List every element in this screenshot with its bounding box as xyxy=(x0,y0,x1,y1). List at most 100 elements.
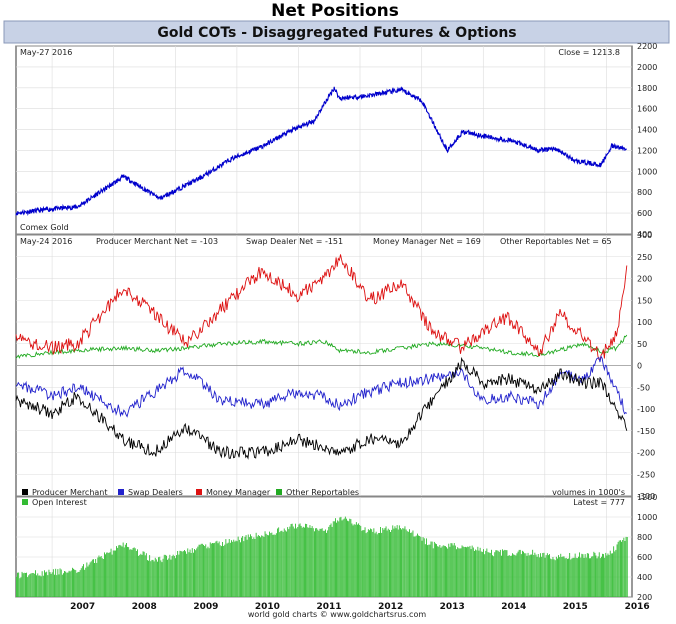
oi-bar xyxy=(493,556,495,597)
oi-bar xyxy=(268,535,269,597)
oi-bar xyxy=(199,544,201,597)
oi-bar xyxy=(142,551,144,597)
oi-bar xyxy=(309,525,311,597)
oi-bar xyxy=(195,550,197,597)
oi-bar xyxy=(124,544,126,597)
oi-bar xyxy=(314,531,315,597)
oi-bar xyxy=(186,553,188,597)
oi-bar xyxy=(55,568,57,597)
oi-bar xyxy=(424,544,426,597)
oi-bar xyxy=(38,575,40,597)
oi-bar xyxy=(290,524,292,597)
y-tick-label: 400 xyxy=(637,573,652,582)
oi-bar xyxy=(389,529,390,597)
swap-net-label: Swap Dealer Net = -151 xyxy=(246,237,343,246)
oi-bar xyxy=(505,550,507,597)
oi-bar xyxy=(525,553,527,597)
oi-bar xyxy=(64,571,65,597)
oi-bar xyxy=(369,530,370,597)
oi-bar xyxy=(44,570,45,597)
oi-bar xyxy=(576,558,578,597)
oi-bar xyxy=(130,549,132,597)
oi-bar xyxy=(57,569,59,597)
y-tick-label: -50 xyxy=(637,383,650,392)
oi-bar xyxy=(536,556,538,597)
oi-bar xyxy=(415,535,417,597)
oi-bar xyxy=(374,533,376,597)
oi-bar xyxy=(438,546,440,597)
oi-bar xyxy=(409,529,410,597)
oi-bar xyxy=(586,553,588,597)
oi-bar xyxy=(557,558,558,597)
oi-bar xyxy=(301,527,303,597)
oi-bar xyxy=(596,558,598,597)
money-manager-line xyxy=(15,254,628,361)
oi-bar xyxy=(405,529,407,597)
oi-bar xyxy=(139,554,141,597)
oi-bar xyxy=(251,536,253,597)
oi-bar xyxy=(227,542,229,597)
oi-bar xyxy=(617,541,619,597)
oi-bar xyxy=(555,556,557,597)
oi-bar xyxy=(161,562,163,597)
oi-bar xyxy=(296,528,298,597)
oi-bar xyxy=(506,550,508,597)
oi-bar xyxy=(241,537,242,597)
y-tick-label: 250 xyxy=(637,253,652,262)
oi-bar xyxy=(264,531,266,597)
oi-bar xyxy=(351,523,353,597)
oi-bar xyxy=(81,566,83,597)
oi-bar xyxy=(478,550,480,597)
oi-bar xyxy=(216,540,218,597)
oi-bar xyxy=(417,533,418,597)
oi-bar xyxy=(91,559,93,597)
legend-swatch-other xyxy=(276,489,282,495)
oi-bar xyxy=(83,564,84,597)
y-tick-label: 200 xyxy=(637,275,652,284)
oi-bar xyxy=(187,548,189,597)
oi-bar xyxy=(298,524,300,597)
oi-bar xyxy=(458,548,460,597)
oi-bar xyxy=(485,550,487,597)
oi-bar xyxy=(588,553,589,597)
oi-bar xyxy=(151,559,153,597)
oi-bar xyxy=(300,525,302,597)
oi-bar xyxy=(167,559,168,597)
oi-bar xyxy=(246,539,248,597)
oi-bar xyxy=(593,551,595,597)
oi-bar xyxy=(197,546,199,597)
oi-bar xyxy=(217,543,219,597)
oi-bar xyxy=(205,544,207,597)
oi-bar xyxy=(295,523,296,597)
oi-bar xyxy=(375,531,377,597)
oi-bar xyxy=(160,560,162,597)
oi-bar xyxy=(20,577,22,597)
oi-bar xyxy=(435,543,436,597)
oi-bar xyxy=(581,553,583,597)
y-tick-label: 200 xyxy=(637,593,652,602)
oi-bar xyxy=(541,556,543,597)
oi-bar xyxy=(354,524,356,597)
oi-bar xyxy=(573,557,575,597)
oi-bar xyxy=(178,554,180,597)
oi-bar xyxy=(590,558,591,597)
oi-bar xyxy=(495,550,497,597)
oi-bar xyxy=(102,559,104,597)
oi-bar xyxy=(247,534,249,597)
oi-bar xyxy=(503,550,505,597)
oi-bar xyxy=(35,570,36,597)
oi-bar xyxy=(238,539,240,597)
oi-bar xyxy=(347,520,348,597)
oi-bar xyxy=(537,554,539,597)
oi-bar xyxy=(342,519,344,597)
oi-bar xyxy=(131,549,133,597)
oi-bar xyxy=(60,569,62,597)
banner-title: Net Positions xyxy=(271,1,399,21)
oi-bar xyxy=(548,555,549,597)
oi-bar xyxy=(336,522,337,597)
oi-bar xyxy=(46,571,48,597)
oi-bar xyxy=(433,541,435,597)
oi-bar xyxy=(522,550,523,597)
oi-bar xyxy=(414,536,416,597)
oi-bar xyxy=(17,572,18,597)
